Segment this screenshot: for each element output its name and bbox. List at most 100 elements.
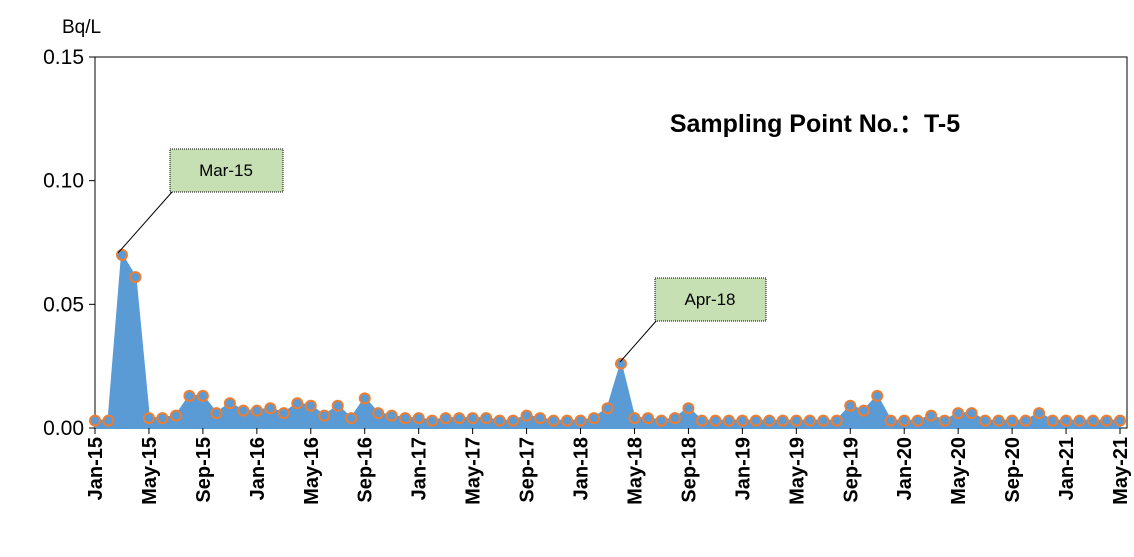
data-point bbox=[1019, 414, 1032, 427]
x-tick-label: Jan-20 bbox=[894, 437, 916, 500]
data-point bbox=[196, 389, 209, 402]
callout-text: Apr-18 bbox=[684, 290, 735, 309]
x-tick-label: Jan-15 bbox=[85, 437, 107, 500]
data-point bbox=[358, 392, 371, 405]
data-point bbox=[250, 404, 263, 417]
callout-leader bbox=[619, 319, 658, 363]
data-point bbox=[89, 414, 101, 427]
data-point bbox=[1033, 407, 1046, 420]
data-point bbox=[803, 414, 816, 427]
data-point bbox=[1087, 414, 1100, 427]
data-point bbox=[641, 412, 654, 425]
data-point bbox=[1006, 414, 1019, 427]
data-point bbox=[898, 414, 911, 427]
y-unit: Bq/L bbox=[62, 17, 101, 38]
data-point bbox=[399, 412, 412, 425]
x-tick-label: Jan-16 bbox=[247, 437, 269, 500]
data-point bbox=[561, 414, 574, 427]
data-point bbox=[412, 412, 425, 425]
callouts: Mar-15 Apr-18 bbox=[117, 148, 767, 363]
data-point bbox=[682, 402, 695, 415]
data-point bbox=[695, 414, 708, 427]
data-point bbox=[183, 389, 196, 402]
x-tick-label: Sep-15 bbox=[193, 437, 215, 503]
data-point bbox=[736, 414, 749, 427]
data-point bbox=[507, 414, 520, 427]
x-tick-label: Jan-19 bbox=[732, 437, 754, 500]
data-point bbox=[547, 414, 560, 427]
x-tick-label: Sep-17 bbox=[517, 437, 539, 503]
x-tick-label: May-18 bbox=[624, 437, 646, 505]
data-point bbox=[385, 409, 398, 422]
data-point bbox=[115, 248, 128, 261]
data-point bbox=[169, 409, 182, 422]
callout-leader bbox=[117, 191, 173, 254]
data-point bbox=[817, 414, 830, 427]
data-point bbox=[601, 402, 614, 415]
data-point bbox=[830, 414, 843, 427]
data-point bbox=[938, 414, 951, 427]
x-tick-label: May-20 bbox=[948, 437, 970, 505]
x-tick-label: Sep-16 bbox=[355, 437, 377, 503]
data-point bbox=[628, 412, 641, 425]
y-tick-label: 0.15 bbox=[43, 46, 84, 69]
data-point bbox=[237, 404, 250, 417]
chart-title: Sampling Point No.：T-5 bbox=[670, 110, 960, 138]
data-point bbox=[493, 414, 506, 427]
data-point bbox=[1046, 414, 1059, 427]
data-point bbox=[844, 399, 857, 412]
data-point bbox=[722, 414, 735, 427]
callout-box bbox=[654, 277, 767, 322]
data-point bbox=[466, 412, 479, 425]
data-point bbox=[520, 409, 533, 422]
data-point bbox=[749, 414, 762, 427]
data-point bbox=[588, 412, 601, 425]
data-point bbox=[574, 414, 587, 427]
data-point bbox=[291, 397, 304, 410]
x-tick-label: Sep-18 bbox=[678, 437, 700, 503]
data-point bbox=[871, 389, 884, 402]
data-point bbox=[1114, 414, 1126, 427]
x-tick-label: Jan-21 bbox=[1056, 437, 1078, 500]
data-point bbox=[925, 409, 938, 422]
data-point bbox=[1100, 414, 1113, 427]
data-point bbox=[979, 414, 992, 427]
data-point bbox=[331, 399, 344, 412]
data-point bbox=[345, 412, 358, 425]
data-point bbox=[614, 357, 627, 370]
x-tick-label: May-17 bbox=[463, 437, 485, 505]
data-point bbox=[763, 414, 776, 427]
data-point bbox=[264, 402, 277, 415]
data-point bbox=[1073, 414, 1086, 427]
callout-text: Mar-15 bbox=[199, 161, 253, 180]
data-point bbox=[992, 414, 1005, 427]
data-point bbox=[453, 412, 466, 425]
data-point bbox=[857, 404, 870, 417]
x-tick-label: Sep-19 bbox=[840, 437, 862, 503]
data-point bbox=[911, 414, 924, 427]
data-point bbox=[102, 414, 115, 427]
data-point bbox=[1060, 414, 1073, 427]
x-tick-label: Jan-17 bbox=[409, 437, 431, 500]
data-point bbox=[304, 399, 317, 412]
data-point bbox=[318, 409, 331, 422]
callout-box bbox=[169, 148, 284, 193]
data-point bbox=[965, 407, 978, 420]
y-tick-label: 0.10 bbox=[43, 170, 84, 193]
x-tick-label: Jan-18 bbox=[571, 437, 593, 500]
data-point bbox=[277, 407, 290, 420]
data-point bbox=[210, 407, 223, 420]
data-point bbox=[952, 407, 965, 420]
plot-frame bbox=[94, 56, 1128, 429]
data-point bbox=[480, 412, 493, 425]
data-point bbox=[426, 414, 439, 427]
data-point bbox=[709, 414, 722, 427]
data-point bbox=[655, 414, 668, 427]
data-point bbox=[884, 414, 897, 427]
data-point bbox=[668, 412, 681, 425]
data-point bbox=[223, 397, 236, 410]
data-point bbox=[534, 412, 547, 425]
x-tick-label: May-19 bbox=[786, 437, 808, 505]
